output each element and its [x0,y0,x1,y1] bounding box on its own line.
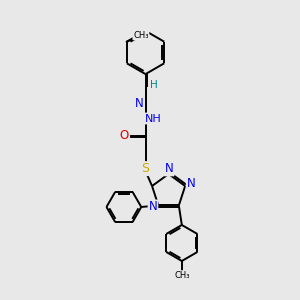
Text: N: N [135,97,144,110]
Text: N: N [148,200,157,214]
Text: N: N [187,177,196,190]
Text: O: O [120,129,129,142]
Text: CH₃: CH₃ [133,31,148,40]
Text: N: N [165,162,174,176]
Text: S: S [142,162,149,175]
Text: CH₃: CH₃ [174,271,190,280]
Text: H: H [150,80,158,90]
Text: NH: NH [145,113,161,124]
